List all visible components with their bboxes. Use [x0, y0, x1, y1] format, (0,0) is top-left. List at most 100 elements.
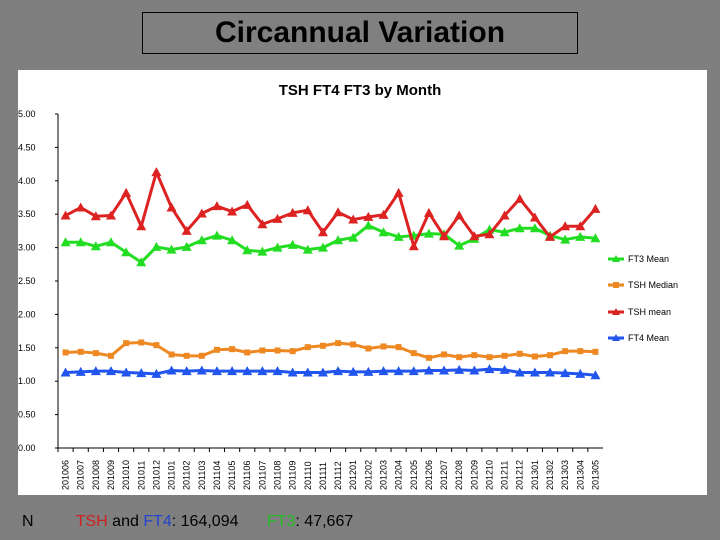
- data-point: [350, 341, 357, 348]
- data-point: [560, 368, 571, 378]
- data-point: [181, 225, 192, 235]
- data-point: [242, 366, 253, 376]
- legend-swatch-marker: [613, 282, 619, 288]
- data-point: [107, 352, 114, 359]
- data-point: [365, 345, 372, 352]
- legend-label: TSH mean: [628, 307, 671, 317]
- data-point: [272, 213, 283, 223]
- data-point: [196, 365, 207, 375]
- data-point: [287, 239, 298, 249]
- data-point: [423, 365, 434, 375]
- data-point: [454, 210, 465, 220]
- data-point: [136, 368, 147, 378]
- data-point: [105, 210, 116, 220]
- data-point: [514, 193, 525, 203]
- x-tick-label: 201106: [242, 461, 252, 490]
- x-tick-label: 201007: [76, 460, 86, 490]
- y-tick-label: 2.00: [18, 309, 36, 319]
- y-tick-label: 1.00: [18, 376, 36, 386]
- y-tick-label: 3.00: [18, 243, 36, 253]
- data-point: [486, 354, 493, 361]
- line-chart: TSH FT4 FT3 by Month 0.00 0.50 1.00 1.50 2.00…: [18, 82, 678, 490]
- data-point: [471, 352, 478, 359]
- data-point: [259, 347, 266, 354]
- data-point: [380, 343, 387, 350]
- data-point: [92, 350, 99, 357]
- data-point: [423, 228, 434, 238]
- data-point: [592, 348, 599, 355]
- data-point: [317, 227, 328, 237]
- data-point: [575, 231, 586, 241]
- y-tick-label: 2.50: [18, 276, 36, 286]
- data-point: [562, 348, 569, 355]
- y-tick-label: 0.50: [18, 410, 36, 420]
- data-point: [590, 233, 601, 243]
- data-point: [227, 366, 238, 376]
- x-tick-label: 201204: [394, 460, 404, 490]
- data-point: [136, 221, 147, 231]
- data-point: [151, 167, 162, 177]
- data-point: [181, 366, 192, 376]
- data-point: [90, 211, 101, 221]
- data-point: [229, 346, 236, 353]
- data-point: [211, 201, 222, 211]
- data-point: [531, 353, 538, 360]
- x-tick-label: 201303: [560, 460, 570, 490]
- x-tick-label: 201301: [530, 460, 540, 490]
- data-point: [60, 367, 71, 377]
- data-point: [302, 367, 313, 377]
- data-point: [499, 227, 510, 237]
- data-point: [302, 244, 313, 254]
- data-point: [393, 187, 404, 197]
- y-tick-label: 4.50: [18, 142, 36, 152]
- data-point: [410, 350, 417, 357]
- footer-counts: N TSH and FT4: 164,094 FT3: 47,667: [22, 513, 353, 531]
- data-point: [363, 220, 374, 230]
- data-point: [454, 364, 465, 374]
- data-point: [441, 351, 448, 358]
- data-point: [227, 235, 238, 245]
- data-point: [514, 223, 525, 233]
- y-tick-label: 0.00: [18, 443, 36, 453]
- footer-and-text: and: [107, 513, 144, 530]
- data-point: [75, 366, 86, 376]
- data-point: [333, 366, 344, 376]
- data-point: [75, 237, 86, 247]
- x-tick-label: 201210: [484, 460, 494, 490]
- data-point: [166, 244, 177, 254]
- data-point: [213, 346, 220, 353]
- data-point: [123, 340, 130, 347]
- x-tick-label: 201105: [227, 461, 237, 490]
- data-point: [272, 242, 283, 252]
- data-point: [257, 366, 268, 376]
- data-point: [545, 231, 556, 241]
- data-point: [317, 367, 328, 377]
- data-point: [211, 230, 222, 240]
- data-point: [302, 205, 313, 215]
- data-point: [484, 364, 495, 374]
- data-point: [469, 231, 480, 241]
- data-point: [499, 364, 510, 374]
- legend-swatch-marker: [612, 255, 620, 262]
- x-tick-label: 201202: [363, 460, 373, 490]
- y-tick-label: 5.00: [18, 109, 36, 119]
- data-point: [274, 347, 281, 354]
- legend-swatch-marker: [612, 334, 620, 341]
- x-tick-label: 201101: [167, 461, 177, 490]
- x-tick-label: 201011: [136, 461, 146, 490]
- data-point: [484, 229, 495, 239]
- x-tick-label: 201304: [575, 460, 585, 490]
- data-point: [287, 207, 298, 217]
- data-point: [196, 208, 207, 218]
- data-point: [393, 231, 404, 241]
- legend-label: FT3 Mean: [628, 254, 669, 264]
- data-point: [423, 207, 434, 217]
- x-tick-label: 201212: [515, 460, 525, 490]
- data-point: [577, 348, 584, 355]
- chart-title: TSH FT4 FT3 by Month: [279, 82, 442, 99]
- x-tick-label: 201209: [469, 460, 479, 490]
- footer-n-label: N: [22, 513, 34, 530]
- data-point: [198, 352, 205, 359]
- data-point: [499, 210, 510, 220]
- data-point: [333, 207, 344, 217]
